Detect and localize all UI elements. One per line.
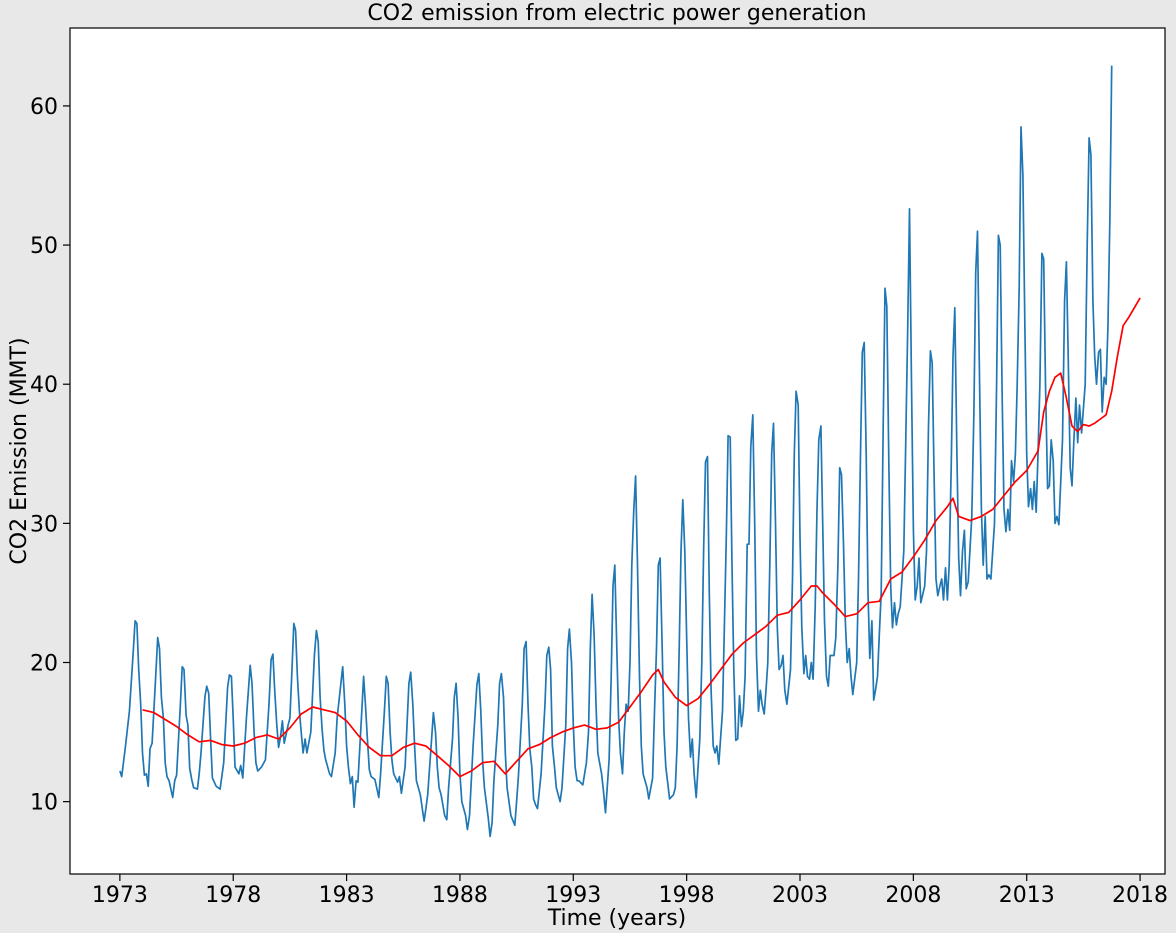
y-tick-label: 20 — [30, 652, 58, 677]
y-axis: 10 20 30 40 50 60 — [30, 95, 70, 816]
x-tick-label: 1973 — [92, 883, 148, 908]
x-tick-label: 2003 — [772, 883, 828, 908]
y-axis-label: CO2 Emission (MMT) — [7, 337, 32, 564]
plot-frame — [69, 27, 1166, 875]
x-tick-label: 1993 — [545, 883, 601, 908]
y-tick-label: 30 — [30, 512, 58, 537]
x-tick-label: 2013 — [999, 883, 1055, 908]
chart-title: CO2 emission from electric power generat… — [367, 1, 866, 26]
y-tick-label: 50 — [30, 234, 58, 259]
x-tick-label: 1988 — [432, 883, 488, 908]
plot-area — [70, 28, 1165, 874]
series-layer — [119, 65, 1141, 838]
x-tick-label: 1998 — [659, 883, 715, 908]
y-tick-label: 40 — [30, 373, 58, 398]
moving-average-line — [142, 297, 1141, 778]
y-tick-label: 10 — [30, 791, 58, 816]
x-axis: 1973 1978 1983 1988 1993 1998 2003 2008 2013 2018 — [92, 874, 1168, 908]
x-axis-label: Time (years) — [547, 906, 687, 931]
x-tick-label: 2018 — [1112, 883, 1168, 908]
monthly-emission-line — [119, 65, 1113, 838]
x-tick-label: 1978 — [205, 883, 261, 908]
x-tick-label: 2008 — [885, 883, 941, 908]
y-tick-label: 60 — [30, 95, 58, 120]
x-tick-label: 1983 — [319, 883, 375, 908]
